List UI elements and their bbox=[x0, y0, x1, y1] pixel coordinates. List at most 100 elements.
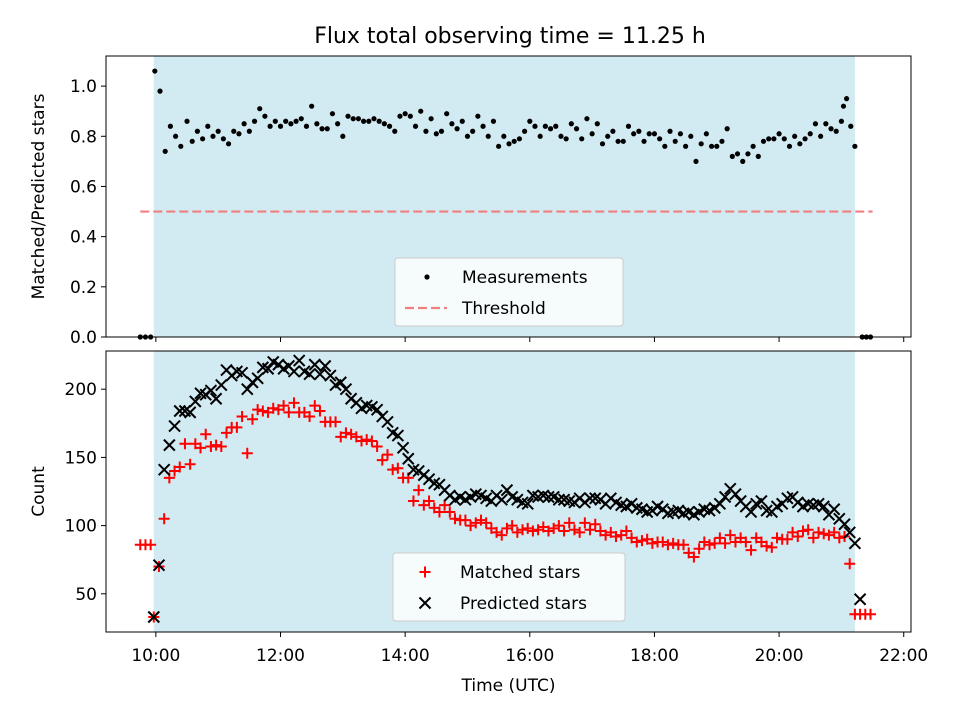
measurement-point bbox=[511, 138, 517, 144]
measurement-point bbox=[563, 136, 569, 142]
predicted-star-point bbox=[183, 406, 197, 419]
predicted-star-point bbox=[542, 490, 555, 504]
measurement-point bbox=[355, 116, 362, 122]
measurement-point bbox=[257, 106, 263, 112]
measurement-point bbox=[781, 136, 787, 142]
measurement-point bbox=[345, 113, 351, 119]
measurement-point bbox=[776, 131, 782, 137]
y-tick-label: 50 bbox=[75, 585, 97, 605]
measurement-point bbox=[610, 128, 616, 134]
matched-star-point bbox=[527, 525, 539, 537]
series-matched-stars bbox=[134, 397, 876, 623]
y-tick-label: 0.4 bbox=[70, 228, 97, 248]
predicted-star-point bbox=[396, 441, 410, 455]
matched-star-point bbox=[496, 529, 508, 541]
measurement-point bbox=[424, 274, 430, 280]
measurement-point bbox=[579, 136, 585, 142]
matched-star-point bbox=[631, 536, 643, 548]
measurement-point bbox=[848, 123, 854, 129]
axes-frame bbox=[105, 350, 912, 633]
measurement-point bbox=[568, 121, 574, 127]
predicted-star-point bbox=[152, 558, 166, 572]
measurement-point bbox=[172, 133, 179, 139]
measurement-point bbox=[584, 116, 590, 122]
y-tick-label: 0.6 bbox=[70, 177, 97, 197]
predicted-star-point bbox=[251, 372, 264, 385]
measurement-point bbox=[599, 141, 606, 147]
measurement-point bbox=[667, 128, 673, 134]
y-tick-label: 100 bbox=[65, 517, 97, 537]
measurement-point bbox=[412, 123, 419, 129]
measurement-point bbox=[470, 128, 476, 134]
measurement-point bbox=[262, 113, 268, 119]
axes-frame bbox=[105, 55, 912, 338]
measurement-point bbox=[840, 103, 847, 109]
predicted-star-point bbox=[713, 497, 727, 510]
measurement-point bbox=[786, 143, 793, 149]
matched-star-point bbox=[828, 526, 840, 538]
legend-label: Predicted stars bbox=[460, 594, 587, 614]
matched-star-point bbox=[423, 495, 435, 507]
matched-star-point bbox=[309, 400, 321, 412]
matched-star-point bbox=[833, 532, 845, 544]
matched-star-point bbox=[278, 400, 290, 412]
measurement-point bbox=[771, 136, 777, 142]
measurement-point bbox=[812, 121, 819, 127]
measurement-point bbox=[797, 141, 803, 147]
measurement-point bbox=[657, 136, 663, 142]
measurement-point bbox=[698, 141, 704, 147]
measurement-point bbox=[516, 136, 523, 142]
matched-star-point bbox=[558, 525, 570, 537]
predicted-star-point bbox=[853, 593, 867, 606]
measurement-point bbox=[651, 131, 658, 137]
measurement-point bbox=[189, 138, 195, 144]
matched-star-point bbox=[844, 558, 856, 570]
measurement-point bbox=[200, 136, 206, 142]
measurement-point bbox=[205, 123, 211, 129]
matched-star-point bbox=[667, 537, 679, 549]
measurement-point bbox=[542, 123, 548, 129]
legend: Measurements Threshold bbox=[394, 257, 624, 327]
matched-star-point bbox=[283, 406, 295, 418]
legend: Matched stars Predicted stars bbox=[392, 552, 626, 622]
matched-star-point bbox=[419, 566, 431, 578]
measurement-point bbox=[283, 118, 289, 124]
x-tick-label: 12:00 bbox=[256, 646, 305, 666]
matched-star-point bbox=[371, 440, 383, 452]
matched-star-point bbox=[459, 514, 471, 526]
measurement-point bbox=[823, 121, 829, 127]
measurement-point bbox=[719, 138, 725, 144]
matched-star-point bbox=[574, 526, 586, 538]
measurement-point bbox=[677, 131, 684, 137]
predicted-star-point bbox=[168, 419, 181, 433]
matched-star-point bbox=[387, 464, 399, 476]
measurement-point bbox=[251, 118, 258, 124]
matched-star-point bbox=[220, 427, 232, 439]
measurement-point bbox=[397, 113, 403, 119]
predicted-star-point bbox=[334, 376, 347, 389]
y-tick-label: 0.0 bbox=[70, 328, 97, 348]
matched-star-point bbox=[392, 462, 404, 474]
matched-star-point bbox=[766, 541, 778, 553]
predicted-star-point bbox=[209, 392, 223, 405]
predicted-star-point bbox=[848, 537, 862, 550]
matched-star-point bbox=[688, 551, 700, 563]
measurement-point bbox=[167, 123, 173, 129]
predicted-star-point bbox=[324, 369, 337, 382]
matched-star-point bbox=[340, 427, 352, 439]
measurement-point bbox=[625, 123, 632, 129]
measurement-point bbox=[324, 126, 330, 132]
measurement-point bbox=[309, 103, 315, 109]
matched-star-point bbox=[257, 405, 269, 417]
matched-star-point bbox=[288, 397, 300, 409]
predicted-star-point bbox=[391, 429, 405, 442]
predicted-star-point bbox=[173, 404, 186, 418]
predicted-star-point bbox=[163, 438, 176, 452]
matched-star-point bbox=[792, 531, 804, 543]
y-tick-label: 0.8 bbox=[70, 127, 97, 147]
measurement-point bbox=[662, 143, 668, 149]
measurement-point bbox=[838, 118, 845, 124]
predicted-star-point bbox=[838, 518, 851, 531]
matched-star-point bbox=[236, 410, 248, 422]
matched-star-point bbox=[781, 533, 793, 545]
